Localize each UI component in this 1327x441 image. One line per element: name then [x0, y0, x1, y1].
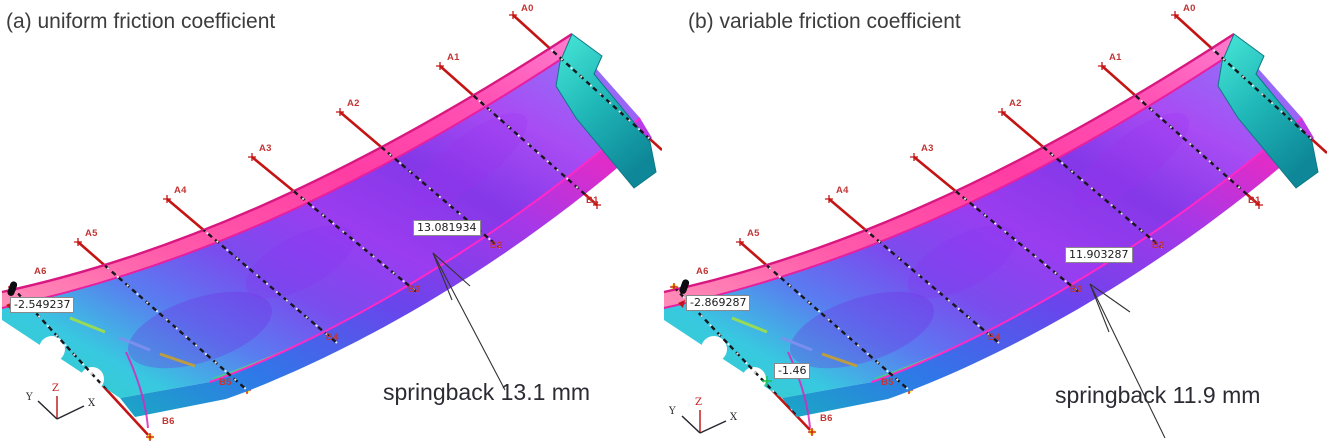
- springback-render-b: [663, 11, 1327, 439]
- section-label-a4: A4: [174, 185, 187, 196]
- axis-label-x: X: [88, 398, 96, 409]
- flange-probe-cross: [762, 376, 772, 386]
- corner-measurement-box: -2.869287: [686, 295, 751, 311]
- axis-label-x: X: [730, 412, 738, 423]
- section-label-b4: B4: [988, 332, 1001, 343]
- section-label-a2: A2: [1009, 98, 1022, 109]
- section-label-a5: A5: [747, 228, 760, 239]
- springback-note: springback 11.9 mm: [1055, 382, 1261, 408]
- axis-label-y: Y: [669, 406, 676, 417]
- panel-caption: (a) uniform friction coefficient: [6, 10, 276, 33]
- axis-triad: [681, 410, 727, 434]
- section-label-a6: A6: [34, 266, 47, 277]
- section-label-b3: B3: [1070, 284, 1083, 295]
- section-label-a5: A5: [85, 228, 98, 239]
- section-label-a1: A1: [1109, 52, 1122, 63]
- section-label-b1: B1: [1248, 195, 1261, 206]
- blank-notch: [742, 367, 766, 391]
- blank-notch: [39, 336, 65, 362]
- axis-label-z: Z: [52, 383, 59, 394]
- leader-arrow: [432, 252, 506, 391]
- section-label-b1: B1: [586, 195, 599, 206]
- section-label-b6: B6: [820, 413, 833, 424]
- panel-caption: (b) variable friction coefficient: [688, 10, 961, 33]
- panel-uniform-friction: (a) uniform friction coefficient A0 A1 A…: [0, 0, 662, 441]
- flange-measurement-box: -1.46: [774, 363, 811, 379]
- section-label-b5: B5: [881, 377, 894, 388]
- springback-measurement-box: 11.903287: [1065, 247, 1133, 263]
- corner-measurement-box: -2.549237: [10, 297, 75, 313]
- probe-marker: [678, 279, 690, 308]
- section-label-b5: B5: [219, 377, 232, 388]
- springback-measurement-box: 13.081934: [413, 220, 481, 236]
- section-label-a0: A0: [521, 3, 534, 14]
- section-label-a3: A3: [259, 143, 272, 154]
- section-label-b6: B6: [162, 416, 175, 427]
- section-label-b2: B2: [1152, 240, 1165, 251]
- section-label-a1: A1: [447, 52, 460, 63]
- panel-variable-friction: (b) variable friction coefficient A0 A1 …: [662, 0, 1327, 441]
- blank-notch: [80, 367, 104, 391]
- section-label-a2: A2: [347, 98, 360, 109]
- axis-triad: [37, 396, 85, 420]
- springback-render-a: [1, 11, 662, 441]
- section-label-a0: A0: [1183, 3, 1196, 14]
- springback-note: springback 13.1 mm: [383, 379, 591, 405]
- axis-label-z: Z: [695, 397, 702, 408]
- section-label-b4: B4: [326, 332, 339, 343]
- section-label-a6: A6: [696, 266, 709, 277]
- formed-part: [1, 32, 657, 429]
- blank-notch: [701, 336, 727, 362]
- section-label-b2: B2: [490, 240, 503, 251]
- section-label-a4: A4: [836, 185, 849, 196]
- section-label-b3: B3: [408, 284, 421, 295]
- leader-arrow: [1089, 283, 1166, 439]
- axis-label-y: Y: [26, 392, 33, 403]
- section-label-a3: A3: [921, 143, 934, 154]
- formed-part: [663, 32, 1319, 429]
